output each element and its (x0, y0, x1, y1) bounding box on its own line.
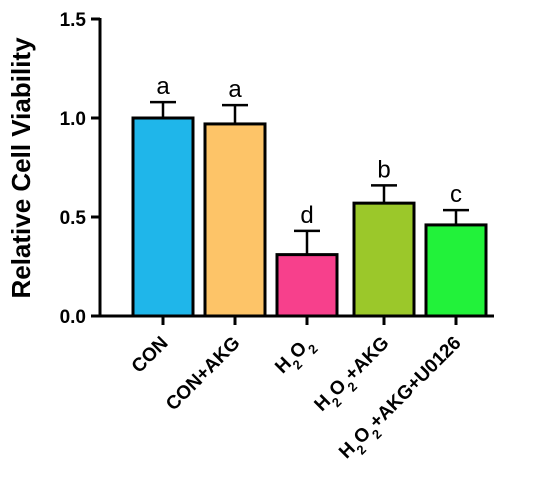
y-tick-label: 0.0 (60, 307, 86, 328)
significance-label: a (156, 73, 170, 100)
bar (275, 253, 339, 318)
significance-label: b (377, 156, 390, 183)
bar (203, 122, 267, 318)
bar (352, 201, 416, 318)
y-tick-label: 0.5 (60, 208, 87, 229)
bar (424, 223, 488, 318)
category-label: H2O2+AKG+U0126 (335, 333, 469, 467)
significance-label: c (450, 181, 462, 208)
significance-label: a (228, 76, 242, 103)
category-label: CON (128, 333, 173, 378)
y-tick-label: 1.0 (60, 109, 86, 130)
bar (131, 116, 195, 318)
y-axis-label: Relative Cell Viability (6, 37, 36, 299)
significance-label: d (300, 202, 313, 229)
y-tick-label: 1.5 (60, 10, 87, 31)
plot-area: 0.00.51.01.5aCONaCON+AKGdH2O2bH2O2+AKGcH… (60, 10, 494, 467)
category-label: H2O2 (271, 333, 320, 382)
category-label: CON+AKG (162, 333, 244, 415)
